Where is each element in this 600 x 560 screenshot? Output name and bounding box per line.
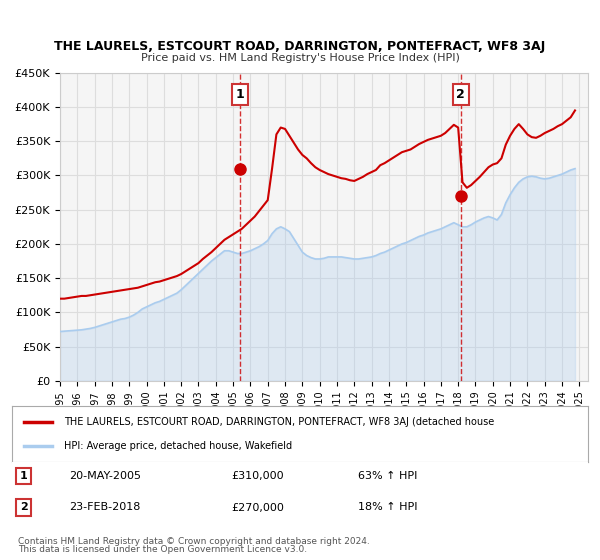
Text: 2: 2 xyxy=(457,88,465,101)
Text: 1: 1 xyxy=(235,88,244,101)
Text: HPI: Average price, detached house, Wakefield: HPI: Average price, detached house, Wake… xyxy=(64,441,292,451)
Text: 18% ↑ HPI: 18% ↑ HPI xyxy=(358,502,417,512)
Text: 23-FEB-2018: 23-FEB-2018 xyxy=(70,502,141,512)
Text: THE LAURELS, ESTCOURT ROAD, DARRINGTON, PONTEFRACT, WF8 3AJ: THE LAURELS, ESTCOURT ROAD, DARRINGTON, … xyxy=(55,40,545,53)
Text: 1: 1 xyxy=(20,471,28,481)
Text: Price paid vs. HM Land Registry's House Price Index (HPI): Price paid vs. HM Land Registry's House … xyxy=(140,53,460,63)
Text: Contains HM Land Registry data © Crown copyright and database right 2024.: Contains HM Land Registry data © Crown c… xyxy=(18,537,370,546)
Text: 63% ↑ HPI: 63% ↑ HPI xyxy=(358,471,417,481)
Text: 20-MAY-2005: 20-MAY-2005 xyxy=(70,471,142,481)
Text: THE LAURELS, ESTCOURT ROAD, DARRINGTON, PONTEFRACT, WF8 3AJ (detached house: THE LAURELS, ESTCOURT ROAD, DARRINGTON, … xyxy=(64,417,494,427)
Text: 2: 2 xyxy=(20,502,28,512)
Text: £310,000: £310,000 xyxy=(231,471,284,481)
Text: £270,000: £270,000 xyxy=(231,502,284,512)
Text: This data is licensed under the Open Government Licence v3.0.: This data is licensed under the Open Gov… xyxy=(18,545,307,554)
